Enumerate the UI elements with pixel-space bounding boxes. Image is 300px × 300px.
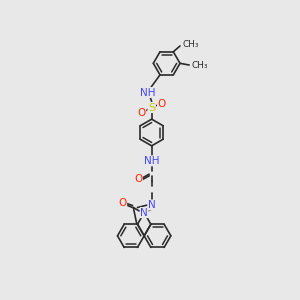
Text: CH₃: CH₃	[182, 40, 199, 49]
Text: O: O	[118, 197, 127, 208]
Text: O: O	[134, 174, 142, 184]
Text: O: O	[137, 107, 146, 118]
Text: NH: NH	[140, 88, 155, 98]
Text: CH₃: CH₃	[192, 61, 208, 70]
Text: N: N	[148, 200, 155, 210]
Text: NH: NH	[144, 156, 159, 166]
Text: O: O	[158, 99, 166, 109]
Text: S: S	[148, 103, 155, 112]
Text: N: N	[140, 208, 148, 218]
